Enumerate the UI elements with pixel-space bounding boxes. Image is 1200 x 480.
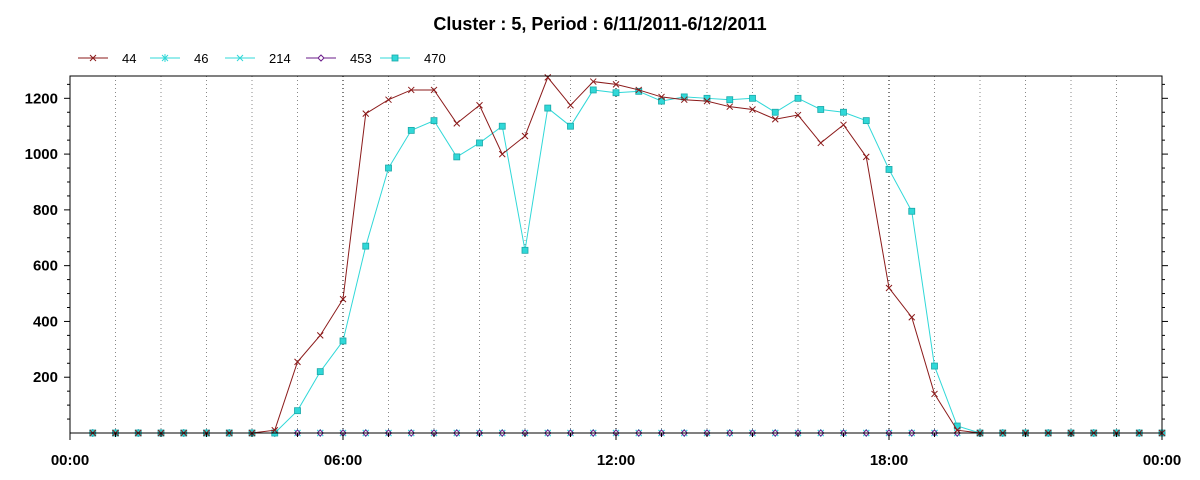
- data-point-470: [885, 166, 893, 173]
- x-tick-label: 00:00: [51, 452, 89, 469]
- legend-item-470: 470: [380, 51, 446, 66]
- legend-marker: [236, 54, 244, 62]
- legend-marker: [89, 54, 97, 62]
- data-point-44: [931, 390, 938, 398]
- data-point-44: [794, 111, 802, 119]
- data-point-470: [453, 153, 461, 161]
- data-point-44: [840, 121, 847, 129]
- series-line-470: [92, 89, 1162, 434]
- data-point-44: [385, 96, 392, 104]
- data-point-44: [271, 426, 279, 434]
- data-point-470: [430, 117, 438, 125]
- data-point-44: [316, 332, 324, 339]
- y-tick-label: 1000: [25, 146, 58, 163]
- series-layer: [89, 74, 1166, 437]
- data-point-470: [476, 139, 483, 147]
- data-point-44: [953, 426, 961, 434]
- data-point-44: [589, 78, 597, 85]
- data-point-470: [658, 97, 665, 105]
- data-point-470: [771, 108, 779, 116]
- data-point-470: [339, 337, 347, 345]
- data-point-44: [407, 86, 415, 94]
- data-point-470: [407, 126, 415, 134]
- data-point-470: [726, 96, 734, 104]
- data-point-470: [567, 122, 574, 130]
- x-tick-label: 12:00: [597, 452, 635, 469]
- data-point-470: [521, 246, 529, 254]
- data-point-470: [498, 122, 506, 130]
- data-point-470: [908, 207, 916, 215]
- legend-label: 214: [269, 51, 291, 66]
- data-point-470: [794, 94, 802, 102]
- legend-label: 470: [424, 51, 446, 66]
- data-point-470: [544, 104, 552, 112]
- data-point-44: [498, 150, 506, 158]
- legend-item-453: 453: [306, 51, 372, 66]
- y-tick-label: 400: [33, 313, 58, 330]
- data-point-44: [453, 120, 461, 127]
- data-point-470: [817, 106, 825, 113]
- data-point-470: [840, 108, 847, 116]
- data-point-44: [612, 81, 620, 88]
- legend-label: 44: [122, 51, 136, 66]
- data-point-44: [817, 139, 825, 147]
- legend-marker: [161, 54, 169, 62]
- x-tick-label: 18:00: [870, 452, 908, 469]
- data-point-470: [749, 94, 756, 102]
- data-point-44: [339, 295, 347, 303]
- y-tick-label: 800: [33, 202, 58, 219]
- legend-marker: [317, 54, 325, 62]
- data-point-44: [703, 97, 711, 105]
- data-point-44: [749, 106, 756, 113]
- series-470: [89, 86, 1166, 437]
- data-point-470: [385, 164, 392, 172]
- legend-item-44: 44: [78, 51, 136, 66]
- data-point-470: [589, 86, 597, 94]
- data-point-470: [316, 368, 324, 376]
- legend-label: 46: [194, 51, 208, 66]
- data-point-44: [726, 103, 734, 111]
- data-point-44: [567, 101, 574, 109]
- data-point-44: [771, 115, 779, 123]
- data-point-44: [430, 86, 438, 94]
- series-line-44: [92, 76, 1162, 434]
- data-point-44: [908, 313, 916, 321]
- data-point-44: [362, 110, 370, 118]
- data-point-44: [862, 153, 870, 161]
- legend-item-214: 214: [225, 51, 291, 66]
- series-44: [89, 74, 1166, 437]
- data-point-470: [362, 242, 370, 250]
- grid-lines: [115, 76, 1117, 433]
- data-point-44: [635, 86, 643, 94]
- legend-label: 453: [350, 51, 372, 66]
- y-tick-label: 200: [33, 369, 58, 386]
- axes: 200 400 600 800 1000 1200 00:00 06:00 12:00 18:00…: [25, 75, 1181, 469]
- y-tick-label: 600: [33, 258, 58, 275]
- x-tick-label: 00:00: [1143, 452, 1181, 469]
- data-point-44: [658, 93, 665, 101]
- data-point-470: [612, 89, 620, 97]
- data-point-470: [862, 117, 870, 125]
- legend-marker: [391, 54, 399, 62]
- y-tick-label: 1200: [25, 90, 58, 107]
- x-tick-label: 06:00: [324, 452, 362, 469]
- data-point-44: [680, 96, 688, 104]
- legend: 44 46 214 453 470: [78, 51, 446, 66]
- chart-title: Cluster : 5, Period : 6/11/2011-6/12/201…: [433, 14, 766, 34]
- data-point-470: [931, 362, 938, 370]
- legend-item-46: 46: [150, 51, 208, 66]
- data-point-44: [476, 101, 483, 109]
- plot-frame: [69, 75, 1163, 434]
- data-point-44: [544, 74, 552, 81]
- data-point-44: [885, 284, 893, 292]
- data-point-44: [294, 358, 301, 366]
- data-point-470: [294, 407, 301, 415]
- data-point-44: [521, 132, 529, 140]
